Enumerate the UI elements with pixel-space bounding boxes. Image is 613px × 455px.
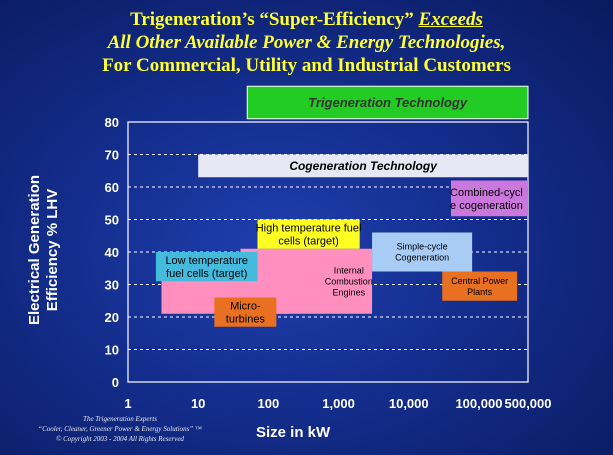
plot-area: 0 10 20 30 40 50 60 70 80 1 10 100 1,000 10,000 100,00… bbox=[105, 85, 552, 411]
y-tick-label-70: 70 bbox=[105, 148, 119, 163]
region-label-4-2: Engines bbox=[333, 287, 366, 297]
x-axis-label: Size in kW bbox=[256, 424, 331, 441]
region-box-7 bbox=[257, 219, 360, 249]
region-label-7-0: High temperature fuel bbox=[256, 223, 362, 235]
region-label-2-1: e cogeneration bbox=[450, 200, 523, 212]
title-line-1-a: Trigeneration’s “Super-Efficiency” bbox=[130, 9, 419, 30]
region-box-8 bbox=[214, 297, 277, 327]
footer-line-3: © Copyright 2003 - 2004 All Rights Reser… bbox=[56, 435, 184, 443]
x-tick-label-100000: 100,000 bbox=[455, 396, 502, 411]
region-label-9-0: Central Power bbox=[451, 276, 508, 286]
x-tick-label-10000: 10,000 bbox=[389, 396, 429, 411]
plot-frame bbox=[127, 121, 529, 383]
x-tick-label-100: 100 bbox=[258, 396, 280, 411]
region-box-2 bbox=[451, 180, 528, 217]
y-tick-label-10: 10 bbox=[105, 343, 119, 358]
page-title: Trigeneration’s “Super-Efficiency” Excee… bbox=[0, 8, 613, 77]
y-axis-label: Electrical Generation Efficiency % LHV bbox=[26, 174, 61, 326]
region-label-4-0: Internal bbox=[334, 265, 364, 275]
y-tick-label-20: 20 bbox=[105, 310, 119, 325]
region-label-8-1: turbines bbox=[226, 314, 266, 326]
region-box-1 bbox=[198, 154, 529, 178]
region-label-3-0: Simple-cycle bbox=[397, 242, 448, 252]
x-tick-label-1000: 1,000 bbox=[322, 396, 355, 411]
region-label-2-0: Combined-cycl bbox=[450, 187, 523, 199]
footer-line-2: “Cooler, Cleaner, Greener Power & Energy… bbox=[38, 425, 202, 433]
y-tick-label-60: 60 bbox=[105, 180, 119, 195]
region-label-7-1: cells (target) bbox=[278, 236, 339, 248]
x-tick-label-500000: 500,000 bbox=[505, 396, 552, 411]
region-label-3-1: Cogeneration bbox=[395, 253, 449, 263]
title-line-2: All Other Available Power & Energy Techn… bbox=[107, 32, 506, 53]
y-tick-label-50: 50 bbox=[105, 213, 119, 228]
x-tick-label-1: 1 bbox=[124, 396, 131, 411]
region-label-9-1: Plants bbox=[467, 287, 493, 297]
footer-credits: The Trigeneration Experts “Cooler, Clean… bbox=[30, 414, 210, 444]
region-label-6-1: fuel cells (target) bbox=[166, 268, 247, 280]
title-line-1: Trigeneration’s “Super-Efficiency” Excee… bbox=[0, 8, 613, 31]
y-tick-label-40: 40 bbox=[105, 245, 119, 260]
region-box-6 bbox=[155, 252, 258, 282]
title-line-3: For Commercial, Utility and Industrial C… bbox=[102, 55, 511, 76]
y-tick-label-30: 30 bbox=[105, 278, 119, 293]
region-box-9 bbox=[442, 271, 518, 301]
region-label-0-0: Trigeneration Technology bbox=[308, 95, 468, 110]
region-label-1-0: Cogeneration Technology bbox=[289, 159, 438, 173]
y-tick-label-0: 0 bbox=[112, 375, 119, 390]
y-axis-label-wrap: Electrical Generation Efficiency % LHV bbox=[14, 150, 74, 350]
region-label-4-1: Combustion bbox=[325, 276, 373, 286]
region-label-8-0: Micro- bbox=[230, 301, 261, 313]
y-tick-label-80: 80 bbox=[105, 115, 119, 130]
region-box-3 bbox=[372, 232, 473, 272]
x-tick-label-10: 10 bbox=[191, 396, 205, 411]
footer-line-1: The Trigeneration Experts bbox=[83, 415, 157, 423]
region-label-6-0: Low temperature bbox=[165, 255, 248, 267]
title-line-1-b: Exceeds bbox=[418, 9, 483, 30]
region-box-0 bbox=[246, 85, 529, 120]
